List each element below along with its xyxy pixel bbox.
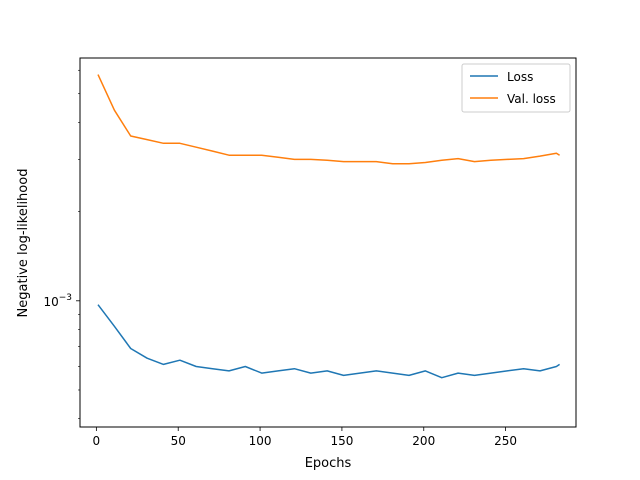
series-line-1 [97,74,560,165]
x-axis-ticks: 0 50 100 150 200 250 [93,427,517,448]
y-axis-label: Negative log-likelihood [16,169,31,318]
x-tick-label: 100 [249,434,272,448]
x-tick-label: 250 [494,434,517,448]
x-tick-label: 0 [93,434,101,448]
legend-label: Loss [507,70,533,84]
series-line-0 [97,304,561,379]
legend: Loss Val. loss [461,63,571,113]
x-axis-label: Epochs [305,456,352,471]
legend-label: Val. loss [507,92,556,106]
x-tick-label: 200 [412,434,435,448]
axes-frame [79,57,577,428]
plot-lines [97,74,561,379]
x-tick-label: 150 [330,434,353,448]
x-tick-label: 50 [171,434,186,448]
